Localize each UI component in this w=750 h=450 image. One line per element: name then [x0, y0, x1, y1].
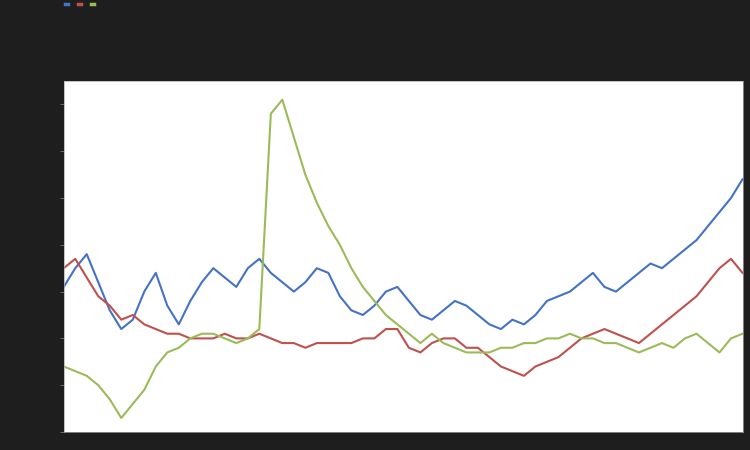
- Legend: , , : , ,: [64, 3, 95, 5]
